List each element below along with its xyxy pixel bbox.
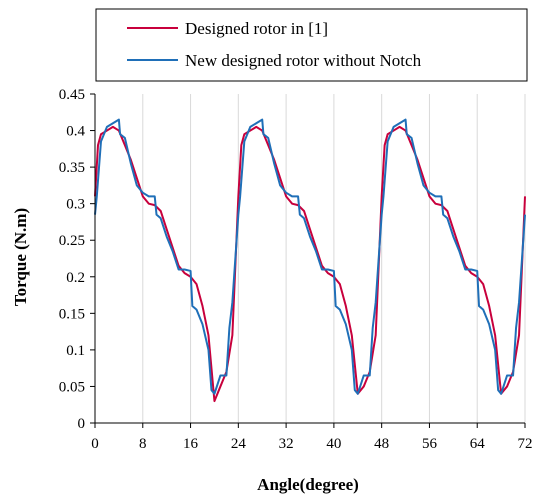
- x-tick-label: 24: [231, 436, 247, 452]
- x-tick-label: 8: [139, 436, 147, 452]
- legend: Designed rotor in [1] New designed rotor…: [95, 8, 528, 82]
- y-tick-label: 0.05: [59, 379, 85, 395]
- axes: [90, 93, 526, 428]
- x-tick-label: 40: [326, 436, 341, 452]
- legend-label-series-1: Designed rotor in [1]: [185, 19, 328, 38]
- x-axis-title: Angle(degree): [257, 475, 359, 494]
- series-lines: [94, 118, 526, 403]
- y-tick-label: 0.4: [66, 124, 85, 140]
- y-tick-label: 0.35: [59, 160, 85, 176]
- y-tick-label: 0.15: [59, 306, 85, 322]
- x-tick-label: 48: [374, 436, 389, 452]
- y-tick-label: 0.45: [59, 87, 85, 103]
- grid-lines: [142, 94, 526, 423]
- y-tick-label: 0.2: [66, 270, 85, 286]
- y-tick-label: 0.25: [59, 233, 85, 249]
- legend-box: [95, 8, 528, 82]
- series-line-1: [94, 125, 526, 403]
- y-tick-label: 0.1: [66, 343, 85, 359]
- y-tick-label: 0.3: [66, 197, 85, 213]
- legend-label-series-2: New designed rotor without Notch: [185, 51, 422, 70]
- x-tick-label: 64: [470, 436, 486, 452]
- x-tick-label: 16: [183, 436, 199, 452]
- x-tick-label: 72: [518, 436, 533, 452]
- y-axis-title: Torque (N.m): [11, 208, 30, 306]
- x-tick-label: 0: [91, 436, 99, 452]
- x-tick-label: 32: [279, 436, 294, 452]
- tick-labels: 0 0.05 0.1 0.15 0.2 0.25 0.3 0.35 0.4 0.45 0 8 16 24 3…: [59, 87, 533, 452]
- y-tick-label: 0: [78, 416, 86, 432]
- series-line-2: [94, 118, 526, 395]
- x-tick-label: 56: [422, 436, 438, 452]
